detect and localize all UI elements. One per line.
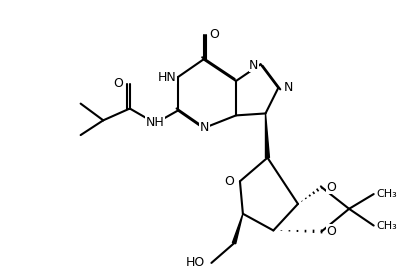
Text: HN: HN xyxy=(157,71,176,83)
Polygon shape xyxy=(266,114,270,158)
Polygon shape xyxy=(232,214,243,244)
Text: O: O xyxy=(113,78,123,90)
Text: NH: NH xyxy=(146,116,165,129)
Text: O: O xyxy=(326,181,336,194)
Text: N: N xyxy=(249,59,259,72)
Text: O: O xyxy=(210,28,219,41)
Text: N: N xyxy=(200,121,209,134)
Text: N: N xyxy=(284,81,294,94)
Text: HO: HO xyxy=(185,256,204,270)
Text: O: O xyxy=(326,225,336,238)
Text: CH₃: CH₃ xyxy=(377,189,397,199)
Text: O: O xyxy=(224,175,234,188)
Text: CH₃: CH₃ xyxy=(377,220,397,230)
